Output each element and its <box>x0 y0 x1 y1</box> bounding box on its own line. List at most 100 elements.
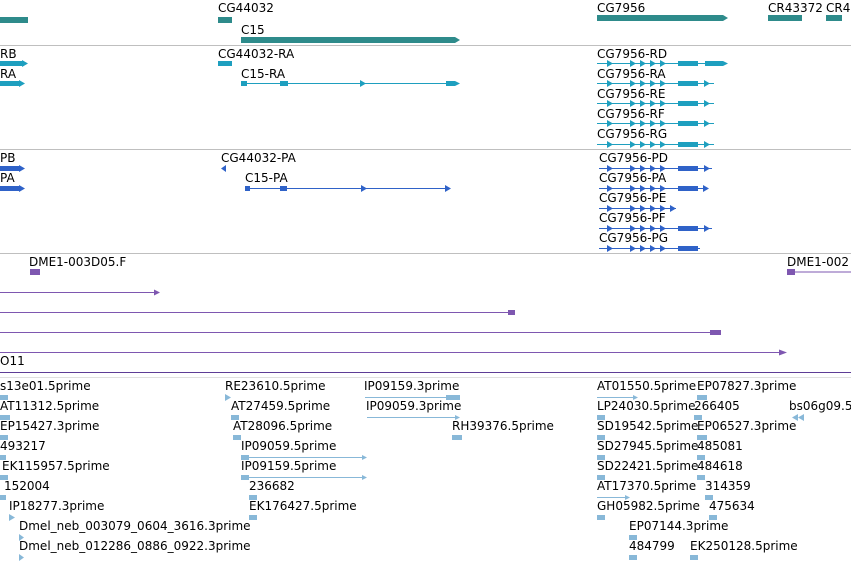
clone-label[interactable]: O11 <box>0 354 25 368</box>
est-label[interactable]: EP15427.3prime <box>0 419 100 433</box>
est-label[interactable]: SD27945.5prime <box>597 439 699 453</box>
est-label[interactable]: RE23610.5prime <box>225 379 326 393</box>
protein-label[interactable]: PA <box>0 171 15 185</box>
transcript-track: RB RA CG44032-RA C15-RA CG7956-RD CG7956… <box>0 45 851 150</box>
est-label[interactable]: 484799 <box>629 539 675 553</box>
transcript-label[interactable]: CG7956-RA <box>597 67 666 81</box>
est-label[interactable]: EP07144.3prime <box>629 519 729 533</box>
est-label[interactable]: SD19542.5prime <box>597 419 699 433</box>
est-label[interactable]: s13e01.5prime <box>0 379 91 393</box>
protein-label[interactable]: CG7956-PA <box>599 171 667 185</box>
est-label[interactable]: AT11312.5prime <box>0 399 100 413</box>
clone-track: DME1-003D05.F DME1-002 O11 <box>0 253 851 374</box>
transcript-cg7956-rf <box>597 120 714 127</box>
gene-label[interactable]: C15 <box>241 23 265 37</box>
transcript-label[interactable]: RB <box>0 47 17 61</box>
transcript-feature <box>0 81 20 86</box>
est-label[interactable]: IP09059.3prime <box>366 399 462 413</box>
est-label[interactable]: EP06527.3prime <box>697 419 797 433</box>
est-label[interactable]: 485081 <box>697 439 743 453</box>
est-label[interactable]: bs06g09.5 <box>789 399 851 413</box>
protein-c15-pa <box>245 185 451 192</box>
est-label[interactable]: RH39376.5prime <box>452 419 554 433</box>
protein-label[interactable]: PB <box>0 151 16 165</box>
transcript-glyphs <box>0 60 728 148</box>
protein-label[interactable]: CG7956-PF <box>599 211 666 225</box>
transcript-label[interactable]: CG7956-RF <box>597 107 665 121</box>
est-label[interactable]: 314359 <box>705 479 751 493</box>
clone-feature-dme1-002 <box>787 269 795 275</box>
gene-feature[interactable] <box>0 17 28 23</box>
clone-label[interactable]: DME1-003D05.F <box>29 255 127 269</box>
est-label[interactable]: EK176427.5prime <box>249 499 357 513</box>
gene-label[interactable]: CR43372 <box>768 1 823 15</box>
est-label[interactable]: GH05982.5prime <box>597 499 700 513</box>
gene-feature[interactable] <box>218 17 232 23</box>
transcript-label[interactable]: CG7956-RD <box>597 47 668 61</box>
protein-cg7956-pg <box>599 245 700 252</box>
protein-track: PB PA CG44032-PA C15-PA CG7956-PD CG7956… <box>0 149 851 254</box>
est-label[interactable]: EK250128.5prime <box>690 539 798 553</box>
est-label[interactable]: SD22421.5prime <box>597 459 699 473</box>
est-label[interactable]: 475634 <box>709 499 755 513</box>
protein-cg7956-pf <box>599 225 712 232</box>
protein-label[interactable]: CG7956-PG <box>599 231 669 245</box>
transcript-label[interactable]: CG7956-RE <box>597 87 666 101</box>
est-label[interactable]: 236682 <box>249 479 295 493</box>
transcript-cg7956-rd <box>597 60 728 67</box>
transcript-cg7956-re <box>597 100 714 107</box>
est-glyphs <box>0 394 804 561</box>
est-label[interactable]: AT28096.5prime <box>233 419 333 433</box>
gene-feature-c15 <box>241 37 460 43</box>
est-label[interactable]: LP24030.5prime <box>597 399 696 413</box>
transcript-label[interactable]: RA <box>0 67 17 81</box>
protein-feature <box>0 166 20 171</box>
gene-feature-cg7956 <box>597 15 728 21</box>
clone-feature-dme1-003d05 <box>30 269 40 275</box>
gene-feature-cr43372 <box>768 15 802 21</box>
protein-label[interactable]: CG44032-PA <box>221 151 296 165</box>
transcript-cg7956-ra <box>597 80 714 87</box>
transcript-feature <box>0 61 24 66</box>
protein-label[interactable]: CG7956-PD <box>599 151 669 165</box>
est-label[interactable]: 484618 <box>697 459 743 473</box>
est-label[interactable]: 493217 <box>0 439 46 453</box>
est-label[interactable]: IP09159.5prime <box>241 459 337 473</box>
protein-cg7956-pe <box>599 205 676 212</box>
transcript-label[interactable]: CG7956-RG <box>597 127 668 141</box>
gene-feature-cr4 <box>826 15 842 21</box>
clone-glyphs <box>0 269 851 373</box>
gene-label[interactable]: CG44032 <box>218 1 274 15</box>
est-label[interactable]: AT17370.5prime <box>597 479 697 493</box>
transcript-label[interactable]: C15-RA <box>241 67 286 81</box>
gene-label[interactable]: CG7956 <box>597 1 646 15</box>
est-label[interactable]: EP07827.3prime <box>697 379 797 393</box>
est-label[interactable]: Dmel_neb_003079_0604_3616.3prime <box>19 519 251 533</box>
transcript-label[interactable]: CG44032-RA <box>218 47 295 61</box>
protein-glyphs <box>0 165 712 252</box>
est-label[interactable]: IP09059.5prime <box>241 439 337 453</box>
protein-cg7956-pd <box>599 165 712 172</box>
clone-feature-line-2 <box>0 310 515 315</box>
gene-label[interactable]: CR4 <box>826 1 851 15</box>
est-label[interactable]: 266405 <box>694 399 740 413</box>
est-track: s13e01.5prime AT11312.5prime EP15427.3pr… <box>0 377 851 562</box>
est-label[interactable]: IP18277.3prime <box>9 499 105 513</box>
clone-feature-line-4 <box>0 349 787 356</box>
est-label[interactable]: IP09159.3prime <box>364 379 460 393</box>
protein-feature <box>0 186 20 191</box>
clone-label[interactable]: DME1-002 <box>787 255 850 269</box>
clone-feature-line-1 <box>0 289 160 296</box>
est-label[interactable]: Dmel_neb_012286_0886_0922.3prime <box>19 539 251 553</box>
transcript-feature <box>218 61 232 66</box>
est-label[interactable]: EK115957.5prime <box>2 459 110 473</box>
protein-label[interactable]: C15-PA <box>245 171 288 185</box>
clone-feature-line-3 <box>0 330 721 335</box>
est-label[interactable]: AT27459.5prime <box>231 399 331 413</box>
transcript-cg7956-rg <box>597 141 714 148</box>
est-label[interactable]: 152004 <box>4 479 50 493</box>
protein-label[interactable]: CG7956-PE <box>599 191 667 205</box>
gene-track: CG44032 C15 CG7956 CR43372 CR4 <box>0 0 851 45</box>
gene-glyphs <box>241 15 842 43</box>
est-label[interactable]: AT01550.5prime <box>597 379 697 393</box>
